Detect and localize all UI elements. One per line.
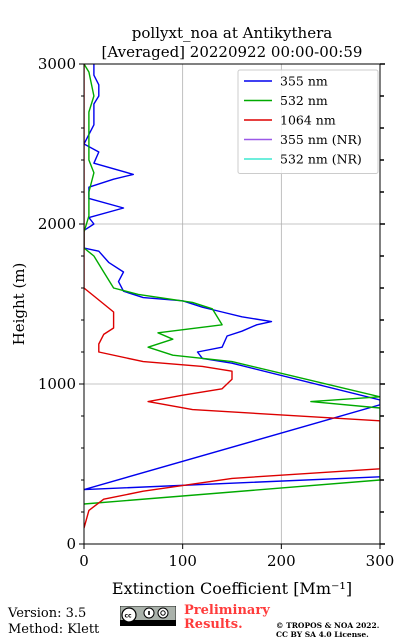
copyright-notice: © TROPOS & NOA 2022. CC BY SA 4.0 Licens…: [276, 621, 379, 639]
series-layer: [84, 64, 380, 529]
chart-title: pollyxt_noa at Antikythera: [132, 24, 332, 42]
series-line-0: [84, 64, 380, 491]
y-tick-label: 3000: [38, 55, 76, 73]
x-tick-label: 100: [168, 552, 197, 570]
chart-subtitle: [Averaged] 20220922 00:00-00:59: [102, 43, 363, 61]
version-label: Version: 3.5: [8, 606, 87, 621]
x-tick-label: 200: [267, 552, 296, 570]
extinction-profile-chart: pollyxt_noa at Antikythera [Averaged] 20…: [10, 24, 395, 598]
series-line-2: [84, 64, 380, 529]
x-axis-label: Extinction Coefficient [Mm⁻¹]: [112, 579, 352, 598]
legend-entry: 1064 nm: [280, 113, 336, 128]
preliminary-line-2: Results.: [184, 617, 243, 632]
legend-box: [237, 69, 379, 174]
x-tick-label: 300: [366, 552, 395, 570]
legend-entry: 355 nm (NR): [280, 132, 362, 147]
y-tick-label: 0: [66, 535, 76, 553]
x-tick-label: 0: [79, 552, 89, 570]
svg-text:cc: cc: [125, 613, 133, 620]
copyright-line-2: CC BY SA 4.0 License.: [276, 630, 369, 639]
legend-entry: 532 nm (NR): [280, 152, 362, 167]
legend-entry: 355 nm: [280, 74, 328, 89]
preliminary-results-label: Preliminary Results.: [184, 604, 270, 632]
y-axis-label: Height (m): [10, 263, 28, 346]
legend: 355 nm 532 nm 1064 nm 355 nm (NR) 532 nm (NR…: [237, 69, 379, 174]
cc-license-icon: cc: [120, 606, 176, 626]
y-tick-label: 1000: [38, 375, 76, 393]
plot-frame: [83, 63, 381, 545]
copyright-line-1: © TROPOS & NOA 2022.: [276, 621, 380, 630]
y-tick-label: 2000: [38, 215, 76, 233]
preliminary-line-1: Preliminary: [184, 603, 270, 618]
series-line-1: [84, 64, 380, 505]
method-label: Method: Klett: [8, 622, 100, 637]
legend-entry: 532 nm: [280, 93, 328, 108]
